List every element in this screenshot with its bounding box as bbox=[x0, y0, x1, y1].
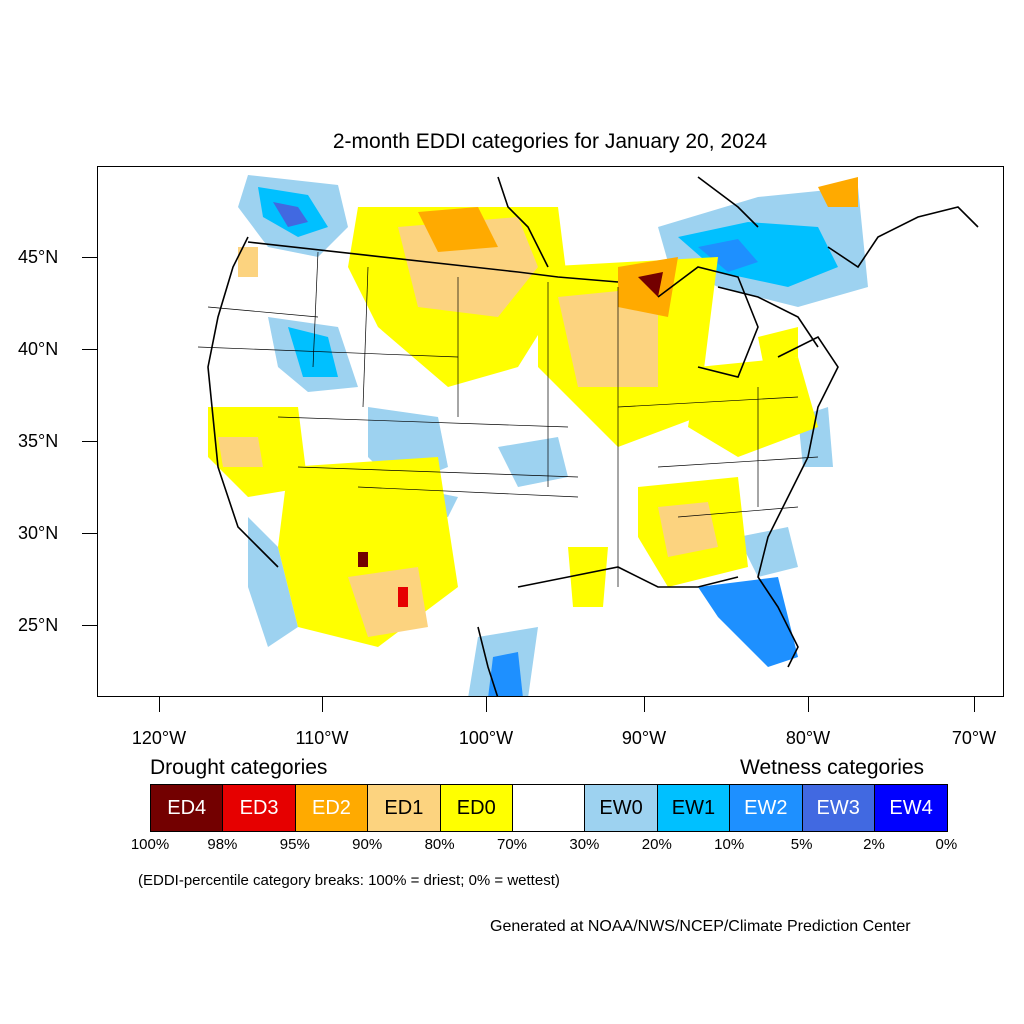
lat-tick bbox=[82, 625, 97, 626]
legend-box-neutral bbox=[512, 785, 586, 831]
lon-label-80: 80°W bbox=[785, 728, 831, 748]
legend-box-ew2: EW2 bbox=[730, 785, 803, 831]
lon-tick bbox=[486, 697, 487, 712]
percentile-label: 0% bbox=[935, 836, 958, 853]
lat-label-35: 35°N bbox=[18, 431, 59, 451]
legend-box-ed4: ED4 bbox=[151, 785, 224, 831]
percentile-label: 90% bbox=[352, 836, 383, 853]
coastlines bbox=[207, 176, 979, 696]
percentile-label: 2% bbox=[863, 836, 885, 853]
lat-tick bbox=[82, 533, 97, 534]
lon-label-100: 100°W bbox=[458, 728, 514, 748]
percentile-label: 5% bbox=[790, 836, 813, 853]
state-borders bbox=[197, 251, 819, 587]
percentile-label: 100% bbox=[130, 836, 170, 853]
map-panel bbox=[97, 166, 1004, 697]
percentile-label: 20% bbox=[641, 836, 672, 853]
legend-bar: ED4 ED3 ED2 ED1 ED0 EW0 EW1 EW2 EW3 EW4 bbox=[150, 784, 949, 832]
legend-box-ed3: ED3 bbox=[223, 785, 296, 831]
legend-box-ew4: EW4 bbox=[874, 785, 948, 831]
legend-box-ew1: EW1 bbox=[657, 785, 731, 831]
percentile-label: 98% bbox=[207, 836, 238, 853]
percentile-label: 80% bbox=[424, 836, 455, 853]
lat-label-40: 40°N bbox=[18, 339, 59, 359]
legend-box-ed1: ED1 bbox=[368, 785, 441, 831]
lon-tick bbox=[322, 697, 323, 712]
lat-tick bbox=[82, 441, 97, 442]
lat-tick bbox=[82, 257, 97, 258]
legend-box-ew3: EW3 bbox=[802, 785, 875, 831]
percentile-label: 70% bbox=[496, 836, 528, 853]
map-title: 2-month EDDI categories for January 20, … bbox=[332, 130, 768, 153]
lon-tick bbox=[808, 697, 809, 712]
percentile-label: 30% bbox=[569, 836, 600, 853]
lat-label-25: 25°N bbox=[18, 615, 59, 635]
eddi-map bbox=[197, 175, 979, 696]
lon-label-110: 110°W bbox=[295, 728, 349, 748]
category-note: (EDDI-percentile category breaks: 100% =… bbox=[138, 872, 560, 889]
lon-label-90: 90°W bbox=[621, 728, 667, 748]
percentile-label: 95% bbox=[279, 836, 310, 853]
lon-label-70: 70°W bbox=[951, 728, 997, 748]
lon-tick bbox=[644, 697, 645, 712]
lon-label-120: 120°W bbox=[131, 728, 187, 748]
legend-box-ew0: EW0 bbox=[585, 785, 658, 831]
legend-box-ed2: ED2 bbox=[295, 785, 369, 831]
lon-tick bbox=[159, 697, 160, 712]
lon-tick bbox=[974, 697, 975, 712]
lat-label-30: 30°N bbox=[18, 523, 59, 543]
wetness-heading: Wetness categories bbox=[740, 756, 925, 779]
legend-box-ed0: ED0 bbox=[440, 785, 513, 831]
percentile-label: 10% bbox=[714, 836, 745, 853]
lat-tick bbox=[82, 349, 97, 350]
lat-label-45: 45°N bbox=[18, 247, 59, 267]
drought-heading: Drought categories bbox=[150, 756, 328, 779]
credit-text: Generated at NOAA/NWS/NCEP/Climate Predi… bbox=[490, 918, 911, 935]
